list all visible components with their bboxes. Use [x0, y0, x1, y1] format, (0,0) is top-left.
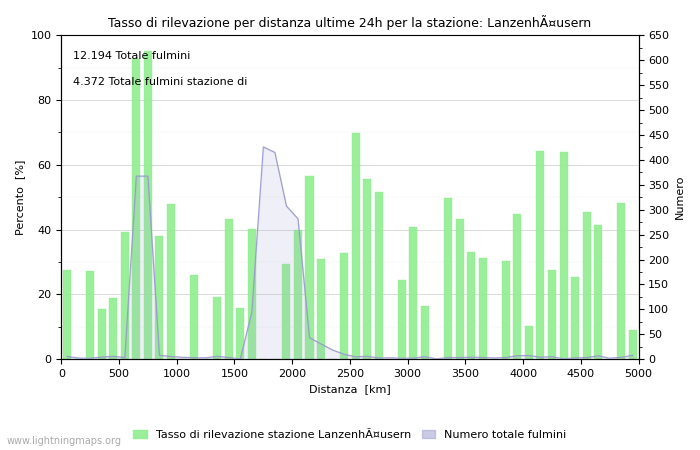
Bar [132, 59, 141, 359]
Bar [398, 280, 406, 359]
Bar [617, 203, 625, 359]
Bar [144, 51, 152, 359]
Text: 12.194 Totale fulmini: 12.194 Totale fulmini [73, 51, 190, 62]
Bar [629, 330, 637, 359]
Bar [282, 264, 290, 359]
Bar [109, 298, 118, 359]
Bar [421, 306, 429, 359]
Bar [190, 275, 198, 359]
Bar [317, 259, 325, 359]
Bar [213, 297, 221, 359]
Bar [294, 230, 302, 359]
Bar [97, 309, 106, 359]
Bar [351, 133, 360, 359]
Y-axis label: Percento  [%]: Percento [%] [15, 160, 25, 235]
Bar [248, 230, 256, 359]
Legend: Tasso di rilevazione stazione LanzenhÃ¤usern, Numero totale fulmini: Tasso di rilevazione stazione LanzenhÃ¤u… [129, 425, 571, 445]
Bar [467, 252, 475, 359]
Y-axis label: Numero: Numero [675, 175, 685, 220]
Bar [410, 227, 417, 359]
Bar [502, 261, 510, 359]
Bar [225, 219, 232, 359]
Bar [444, 198, 452, 359]
Bar [305, 176, 314, 359]
Bar [120, 232, 129, 359]
Bar [559, 152, 568, 359]
Bar [374, 193, 383, 359]
Bar [86, 271, 94, 359]
Text: 4.372 Totale fulmini stazione di: 4.372 Totale fulmini stazione di [73, 77, 247, 87]
Title: Tasso di rilevazione per distanza ultime 24h per la stazione: LanzenhÃ¤usern: Tasso di rilevazione per distanza ultime… [108, 15, 592, 30]
Bar [548, 270, 556, 359]
Text: www.lightningmaps.org: www.lightningmaps.org [7, 436, 122, 446]
Bar [582, 212, 591, 359]
Bar [155, 236, 164, 359]
Bar [571, 277, 579, 359]
Bar [525, 326, 533, 359]
Bar [167, 204, 175, 359]
Bar [594, 225, 602, 359]
X-axis label: Distanza  [km]: Distanza [km] [309, 384, 391, 395]
Bar [236, 308, 244, 359]
Bar [513, 214, 522, 359]
Bar [63, 270, 71, 359]
Bar [340, 252, 348, 359]
Bar [363, 179, 371, 359]
Bar [536, 151, 545, 359]
Bar [456, 219, 463, 359]
Bar [479, 258, 486, 359]
